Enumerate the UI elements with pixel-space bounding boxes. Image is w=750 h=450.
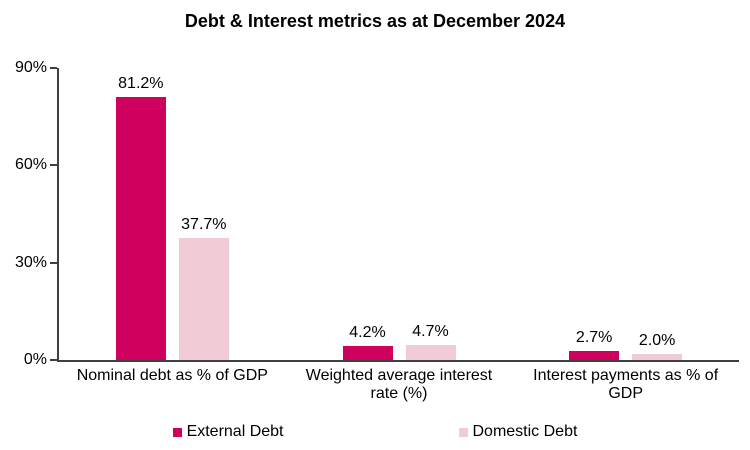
category-label: Weighted average interest rate (%): [305, 367, 493, 402]
category-label: Nominal debt as % of GDP: [76, 367, 268, 384]
category-label: Interest payments as % of GDP: [533, 367, 719, 402]
y-axis-tick-label: 60%: [14, 156, 47, 174]
bar-value-label: 37.7%: [181, 215, 227, 233]
bar-value-label: 4.7%: [412, 322, 449, 340]
legend-label: Domestic Debt: [472, 423, 578, 440]
bar-value-label: 4.2%: [349, 324, 386, 342]
bar-value-label: 81.2%: [118, 74, 164, 92]
y-axis-tick: [50, 359, 57, 361]
plot-area: 81.2% 37.7% 4.2% 4.7% 2.7% 2.0%: [59, 68, 739, 360]
y-axis-tick: [50, 261, 57, 264]
y-axis-tick-label: 30%: [14, 253, 47, 271]
bar-domestic-debt: [178, 237, 229, 360]
bar-domestic-debt: [632, 353, 683, 360]
bar-external-debt: [342, 346, 393, 360]
bar-value-label: 2.7%: [575, 329, 613, 347]
legend-swatch-icon: [458, 427, 468, 437]
bar-value-label: 2.0%: [638, 331, 676, 349]
bar-domestic-debt: [405, 344, 456, 360]
legend-label: External Debt: [186, 423, 284, 440]
x-axis-line: [57, 360, 739, 362]
bar-external-debt: [569, 351, 620, 360]
legend-swatch-icon: [172, 427, 182, 437]
y-axis-line: [57, 68, 59, 362]
legend-entry-external-debt: External Debt: [172, 423, 284, 441]
y-axis-tick: [50, 164, 57, 167]
y-axis-tick-label: 90%: [14, 59, 47, 76]
legend: External Debt Domestic Debt: [0, 423, 750, 441]
bar-external-debt: [115, 96, 166, 360]
legend-entry-domestic-debt: Domestic Debt: [458, 423, 578, 441]
y-axis-tick-label: 0%: [23, 351, 47, 368]
y-axis-tick: [50, 67, 57, 69]
chart-title: Debt & Interest metrics as at December 2…: [184, 11, 566, 31]
